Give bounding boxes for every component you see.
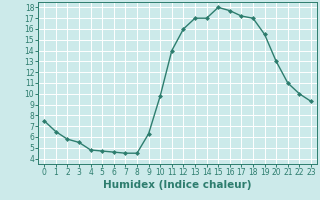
- X-axis label: Humidex (Indice chaleur): Humidex (Indice chaleur): [103, 180, 252, 190]
